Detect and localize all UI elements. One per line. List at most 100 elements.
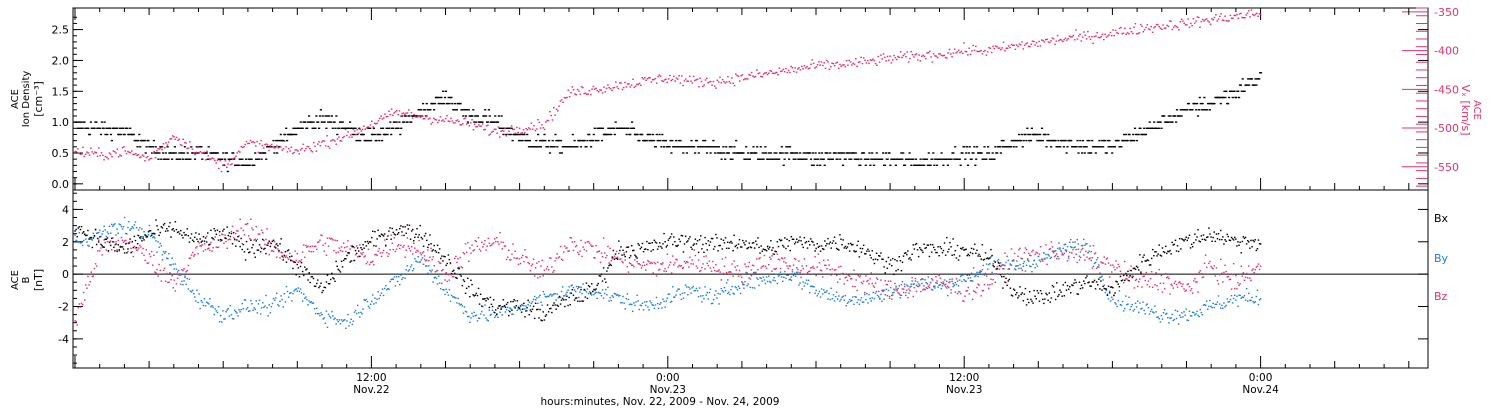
density-point bbox=[334, 127, 337, 129]
bz-point bbox=[361, 253, 363, 256]
bz-point bbox=[182, 269, 184, 272]
density-point bbox=[1029, 133, 1032, 136]
vx-point bbox=[1137, 32, 1139, 35]
by-point bbox=[354, 309, 357, 312]
by-point bbox=[472, 315, 474, 317]
bz-point bbox=[400, 244, 402, 247]
vx-point bbox=[1211, 18, 1213, 20]
bz-point bbox=[934, 285, 936, 287]
bz-point bbox=[692, 263, 694, 265]
bz-point bbox=[916, 285, 919, 288]
by-point bbox=[412, 270, 414, 272]
by-point bbox=[1169, 317, 1171, 319]
vx-point bbox=[1194, 22, 1196, 24]
density-point bbox=[903, 164, 907, 166]
bz-point bbox=[284, 256, 287, 258]
density-point bbox=[318, 115, 322, 117]
bz-point bbox=[1154, 284, 1156, 286]
vx-point bbox=[178, 138, 181, 140]
density-point bbox=[500, 115, 503, 117]
vx-point bbox=[306, 145, 308, 148]
by-point bbox=[250, 299, 252, 302]
vx-point bbox=[327, 145, 330, 148]
vx-point bbox=[963, 42, 965, 44]
by-point bbox=[1031, 271, 1033, 273]
vx-point bbox=[659, 75, 662, 77]
vx-point bbox=[1002, 41, 1005, 43]
bz-point bbox=[1258, 268, 1261, 271]
bz-point bbox=[633, 265, 635, 268]
by-point bbox=[395, 276, 398, 278]
bz-point bbox=[906, 289, 908, 291]
vx-point bbox=[710, 80, 712, 83]
density-point bbox=[225, 152, 228, 154]
by-point bbox=[486, 319, 488, 321]
density-point bbox=[367, 127, 370, 129]
bz-point bbox=[745, 265, 747, 268]
by-point bbox=[853, 303, 855, 305]
by-point bbox=[134, 221, 137, 223]
bz-point bbox=[974, 290, 976, 293]
density-point bbox=[1224, 96, 1227, 99]
bz-point bbox=[926, 283, 929, 285]
vx-point bbox=[244, 143, 246, 146]
by-point bbox=[809, 291, 811, 294]
bz-point bbox=[184, 276, 186, 279]
by-point bbox=[361, 313, 363, 315]
bz-point bbox=[939, 277, 941, 279]
vx-point bbox=[1056, 34, 1059, 37]
by-point bbox=[1040, 258, 1043, 260]
by-point bbox=[276, 292, 278, 294]
bx-point bbox=[100, 243, 102, 246]
vx-point bbox=[1215, 14, 1217, 16]
vx-point bbox=[889, 55, 891, 57]
velocity-tick-label: -550 bbox=[1434, 161, 1459, 174]
by-point bbox=[556, 293, 558, 295]
bz-point bbox=[518, 258, 521, 260]
by-point bbox=[430, 271, 432, 273]
vx-point bbox=[1159, 27, 1162, 29]
vx-point bbox=[84, 153, 87, 155]
bz-point bbox=[1155, 272, 1157, 274]
density-point bbox=[105, 127, 108, 129]
bx-point bbox=[254, 256, 256, 258]
by-point bbox=[990, 256, 992, 258]
by-point bbox=[1179, 314, 1181, 317]
density-tick-label: 1.0 bbox=[52, 116, 70, 129]
density-point bbox=[659, 139, 662, 142]
by-point bbox=[170, 264, 172, 266]
by-point bbox=[349, 321, 351, 324]
bx-point bbox=[380, 233, 383, 235]
by-point bbox=[418, 261, 420, 263]
bz-point bbox=[632, 264, 634, 266]
bz-point bbox=[696, 267, 699, 269]
bz-point bbox=[1143, 275, 1145, 277]
density-point bbox=[143, 139, 146, 142]
bx-point bbox=[99, 236, 101, 238]
bz-point bbox=[721, 258, 724, 260]
by-point bbox=[845, 305, 848, 307]
bz-point bbox=[994, 281, 996, 283]
vx-point bbox=[326, 135, 328, 137]
bz-point bbox=[492, 242, 495, 244]
vx-point bbox=[553, 107, 555, 109]
bz-point bbox=[435, 270, 438, 272]
bx-point bbox=[284, 251, 287, 253]
vx-point bbox=[956, 51, 959, 53]
vx-point bbox=[253, 141, 256, 144]
density-point bbox=[782, 164, 785, 166]
vx-point bbox=[365, 127, 368, 129]
by-point bbox=[289, 292, 291, 295]
bz-point bbox=[1234, 287, 1236, 290]
vx-point bbox=[1242, 17, 1245, 19]
vx-point bbox=[347, 131, 349, 133]
density-point bbox=[306, 127, 309, 129]
vx-point bbox=[605, 87, 608, 89]
bz-point bbox=[383, 239, 386, 241]
by-point bbox=[447, 294, 450, 296]
by-point bbox=[108, 225, 111, 227]
bz-point bbox=[167, 281, 169, 284]
bz-point bbox=[878, 290, 880, 293]
by-point bbox=[927, 276, 930, 278]
bz-point bbox=[961, 280, 963, 283]
